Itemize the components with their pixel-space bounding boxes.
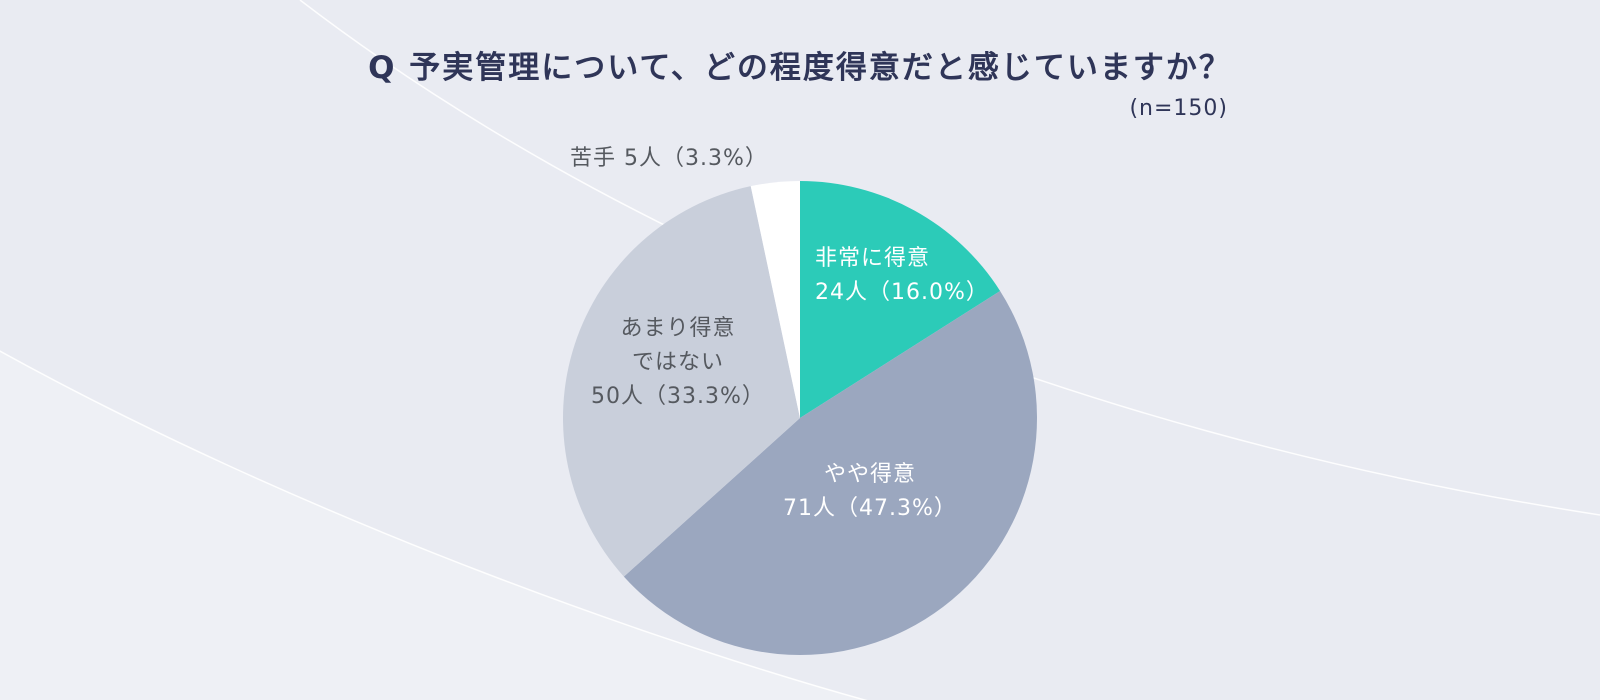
sample-size: (n=150) [1129, 96, 1228, 121]
pie-slice [750, 181, 800, 418]
slice-label: やや得意 71人（47.3%） [783, 462, 957, 521]
slice-label: 苦手 5人（3.3%） [570, 146, 768, 171]
pie-labels: 非常に得意 24人（16.0%） やや得意 71人（47.3%） あまり得意ではない 50… [570, 146, 989, 521]
pie-slices [563, 181, 1037, 655]
pie-slice [563, 186, 800, 577]
background-curve-lower [0, 350, 868, 700]
background-lower-region [0, 351, 865, 700]
pie-slice [623, 291, 1037, 655]
slice-label: あまり得意ではない 50人（33.3%） [591, 316, 765, 409]
pie-slice [800, 181, 1001, 418]
chart-title: Q 予実管理について、どの程度得意だと感じていますか？ [368, 50, 1232, 86]
slice-label: 非常に得意 24人（16.0%） [815, 246, 989, 305]
